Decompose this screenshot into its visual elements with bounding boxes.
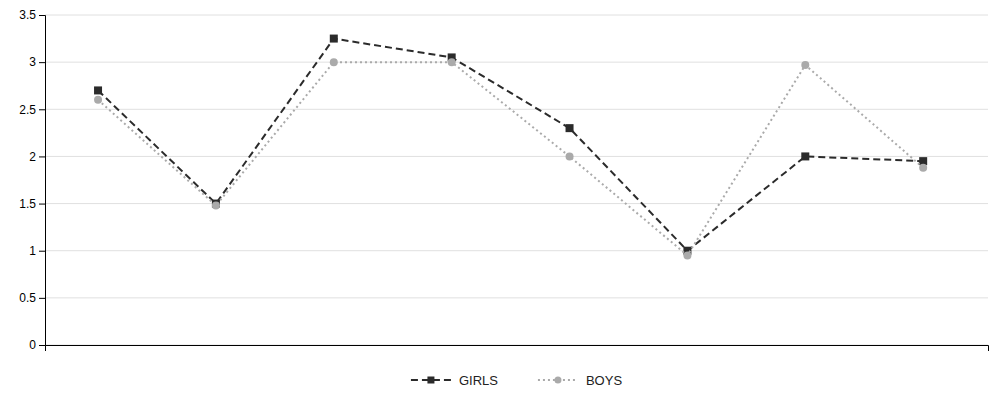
point-group	[212, 201, 220, 209]
series	[94, 58, 927, 259]
grid-line	[45, 15, 988, 16]
grid-line	[45, 250, 988, 251]
point	[330, 58, 338, 66]
x-axis	[46, 346, 989, 352]
legend-marker	[427, 377, 434, 384]
point	[330, 35, 338, 43]
legend-item: BOYS	[538, 373, 622, 388]
grid-line	[45, 62, 988, 63]
point-group	[566, 124, 574, 132]
tick: 2	[29, 150, 45, 164]
point	[566, 152, 574, 160]
series	[94, 35, 927, 255]
point	[801, 61, 809, 69]
grid-line	[45, 203, 988, 204]
legend-marker	[554, 377, 561, 384]
tick: 0.5	[19, 291, 45, 305]
marks	[94, 35, 927, 260]
tick: 3.5	[19, 8, 45, 22]
chart: 0 0.5 1 1.5 2 2.5 3 3.5 GIRLS BOYS	[0, 0, 1008, 405]
legend: GIRLS BOYS	[411, 373, 622, 388]
tick-label: 0	[29, 338, 36, 352]
tick: 0	[29, 338, 45, 352]
tick-mark	[39, 15, 45, 16]
legend-marker-shape	[554, 377, 561, 384]
point-group	[94, 86, 102, 94]
tick-label: 3.5	[19, 8, 36, 22]
point-group	[330, 58, 338, 66]
y-axis: 0 0.5 1 1.5 2 2.5 3 3.5	[19, 8, 45, 352]
grid-line	[45, 297, 988, 298]
point	[94, 96, 102, 104]
tick: 2.5	[19, 103, 45, 117]
tick-label: 1.5	[19, 197, 36, 211]
axis-line	[46, 346, 989, 352]
axis-line	[39, 16, 46, 346]
tick: 1.5	[19, 197, 45, 211]
legend-label: GIRLS	[459, 373, 498, 388]
tick-mark	[39, 156, 45, 157]
line	[98, 62, 923, 255]
point-group	[330, 35, 338, 43]
grid-line	[45, 156, 988, 157]
tick-mark	[39, 109, 45, 110]
legend-label: BOYS	[586, 373, 622, 388]
tick-label: 2	[29, 150, 36, 164]
point	[212, 201, 220, 209]
point	[566, 124, 574, 132]
plot: 0 0.5 1 1.5 2 2.5 3 3.5	[19, 8, 988, 352]
point-group	[801, 61, 809, 69]
tick-mark	[39, 204, 45, 205]
tick: 3	[29, 55, 45, 69]
tick-label: 0.5	[19, 291, 36, 305]
tick-label: 1	[29, 244, 36, 258]
legend-item: GIRLS	[411, 373, 498, 388]
grid	[45, 15, 988, 345]
point	[448, 58, 456, 66]
tick: 1	[29, 244, 45, 258]
point-group	[801, 152, 809, 160]
tick-mark	[39, 298, 45, 299]
legend-marker-shape	[427, 377, 434, 384]
point	[801, 152, 809, 160]
point-group	[683, 251, 691, 259]
point-group	[94, 96, 102, 104]
tick-mark	[39, 345, 45, 346]
point-group	[448, 58, 456, 66]
tick-mark	[39, 62, 45, 63]
tick-label: 3	[29, 55, 36, 69]
point-group	[919, 164, 927, 172]
point	[683, 251, 691, 259]
grid-line	[45, 109, 988, 110]
point-group	[566, 152, 574, 160]
tick-label: 2.5	[19, 103, 36, 117]
line	[98, 39, 923, 251]
point	[919, 164, 927, 172]
point	[94, 86, 102, 94]
tick-mark	[39, 251, 45, 252]
